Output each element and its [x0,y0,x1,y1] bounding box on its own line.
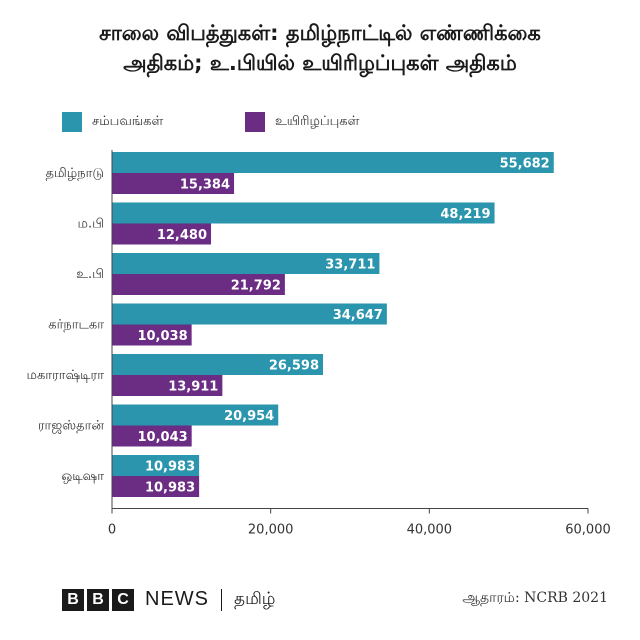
bar-incidents [112,253,380,274]
bar-deaths [112,476,200,497]
data-label-incidents: 33,711 [325,258,375,273]
bar-deaths [112,173,235,194]
bbc-logo: B B C NEWS தமிழ் [62,588,276,611]
footer: B B C NEWS தமிழ் ஆதாரம்: NCRB 2021 [0,578,640,618]
category-label: தமிழ்நாடு [46,166,104,181]
bar-incidents [112,202,495,224]
data-label-deaths: 13,911 [168,380,218,395]
chart-title-line-2: அதிகம்; உ.பியில் உயிரிழப்புகள் அதிகம் [123,51,517,75]
bar-deaths [112,223,212,245]
chart-title-line-1: சாலை விபத்துகள்: தமிழ்நாட்டில் எண்ணிக்கை [99,21,541,45]
bar-incidents [112,404,279,426]
data-label-incidents: 20,954 [224,409,274,424]
category-label: ஒடிஷா [61,469,104,484]
legend-label-deaths: உயிரிழப்புகள் [275,114,360,129]
legend-item-deaths: உயிரிழப்புகள் [245,112,359,132]
data-label-deaths: 10,038 [137,329,187,344]
data-label-deaths: 21,792 [231,279,281,294]
bbc-logo-letter-1: B [62,588,84,611]
bar-incidents [112,152,554,173]
x-tick-label: 40,000 [407,523,453,538]
bar-deaths [112,324,192,346]
bbc-logo-letter-3: C [112,588,134,611]
bar-incidents [112,303,387,325]
data-label-deaths: 15,384 [180,178,230,193]
bbc-logo-letter-2: B [87,588,109,611]
bar-incidents [112,455,200,476]
news-wordmark: NEWS [145,588,209,610]
legend-label-incidents: சம்பவங்கள் [92,114,164,129]
source-note: ஆதாரம்: NCRB 2021 [462,590,608,606]
data-label-incidents: 10,983 [145,460,195,475]
category-label: கர்நாடகா [48,318,104,333]
data-label-incidents: 34,647 [333,308,383,323]
category-label: ராஜஸ்தான் [38,419,105,434]
legend: சம்பவங்கள் உயிரிழப்புகள் [0,112,640,142]
footer-divider [221,588,222,611]
chart-title: சாலை விபத்துகள்: தமிழ்நாட்டில் எண்ணிக்கை… [0,18,640,78]
data-label-deaths: 12,480 [157,228,207,243]
language-label: தமிழ் [234,588,276,609]
bar-incidents [112,354,324,375]
bar-deaths [112,425,192,447]
data-label-deaths: 10,043 [138,430,188,445]
data-label-incidents: 55,682 [500,157,550,172]
x-tick-label: 20,000 [248,523,294,538]
legend-item-incidents: சம்பவங்கள் [62,112,163,132]
data-label-incidents: 48,219 [440,207,490,222]
category-label: மகாராஷ்டிரா [27,368,105,383]
x-tick-label: 0 [108,523,116,538]
category-label: உ.பி [76,267,104,282]
bar-chart: தமிழ்நாடு 55,682 15,384 ம.பி 48,219 12,480 உ.ப… [27,150,611,538]
bar-deaths [112,274,285,295]
legend-swatch-incidents [62,112,82,132]
x-tick-label: 60,000 [565,523,611,538]
legend-swatch-deaths [245,112,265,132]
data-label-deaths: 10,983 [145,481,195,496]
category-label: ம.பி [78,217,104,232]
data-label-incidents: 26,598 [269,359,319,374]
bar-deaths [112,375,223,396]
